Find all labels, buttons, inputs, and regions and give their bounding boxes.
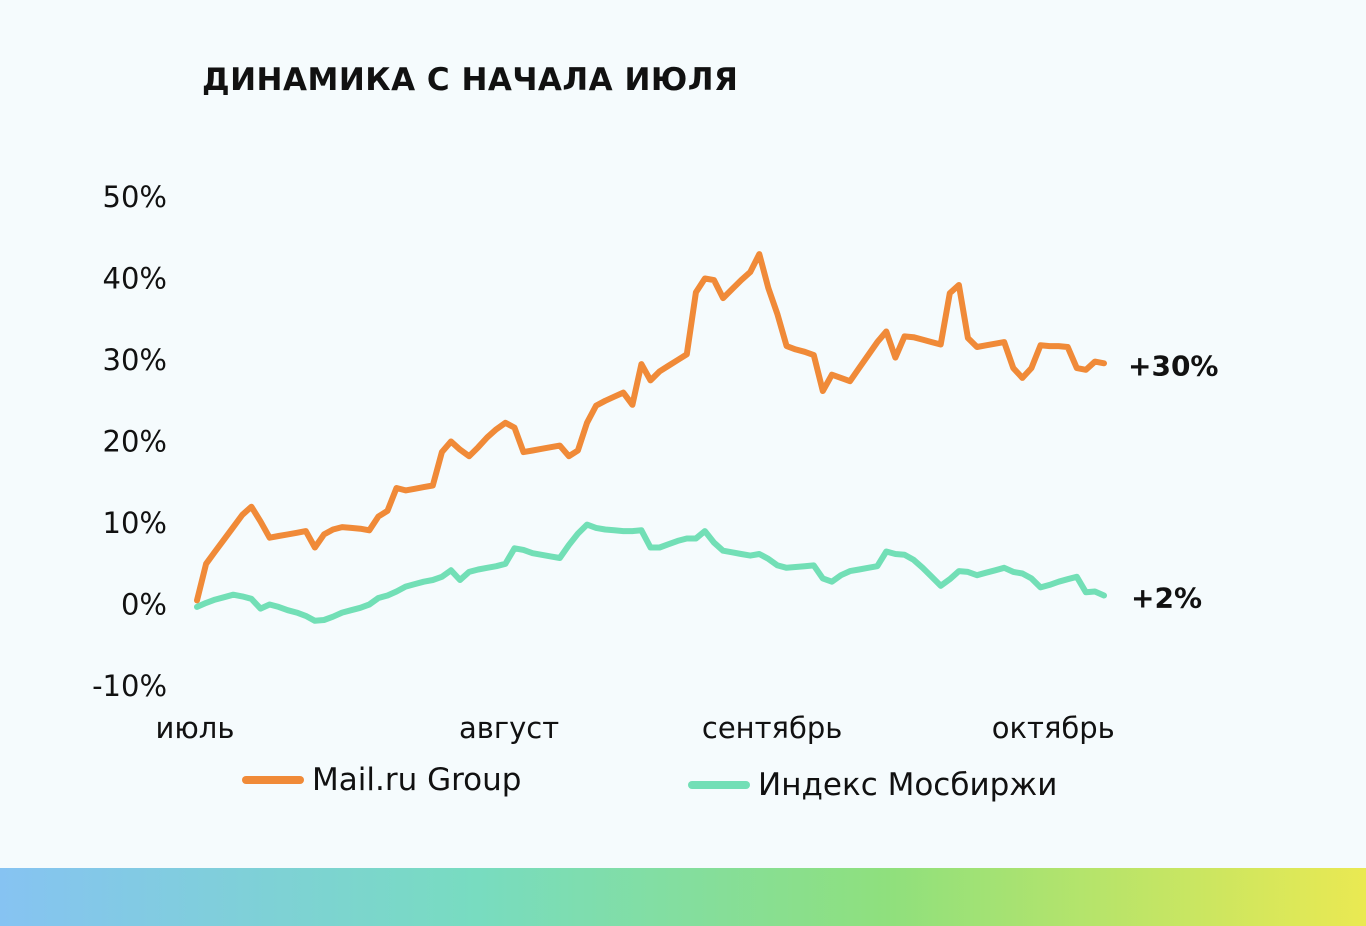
series-line-moex (194, 521, 1107, 624)
series-lines (194, 251, 1107, 624)
y-tick-label: 40% (103, 262, 167, 296)
gradient-footer-bar (0, 868, 1366, 926)
x-tick-label: сентябрь (702, 711, 842, 745)
end-label-moex: +2% (1131, 582, 1202, 615)
y-tick-label: 10% (103, 506, 167, 540)
y-tick-label: 30% (103, 343, 167, 377)
y-tick-label: -10% (92, 669, 167, 703)
end-label-mailru: +30% (1128, 349, 1218, 382)
legend-item: Индекс Мосбиржи (688, 767, 1057, 803)
y-tick-label: 50% (103, 180, 167, 214)
x-tick-label: октябрь (992, 711, 1115, 745)
legend-swatch (688, 781, 750, 789)
line-chart: 50% 40% 30% 20% 10% 0% -10% июль август сентябрь… (92, 180, 1218, 745)
legend-label: Mail.ru Group (312, 762, 522, 798)
series-line-mailru (194, 251, 1107, 604)
x-tick-label: август (459, 711, 559, 745)
legend-label: Индекс Мосбиржи (758, 767, 1058, 803)
x-axis-ticks: июль август сентябрь октябрь (156, 711, 1115, 745)
x-tick-label: июль (156, 711, 235, 745)
chart-title: ДИНАМИКА С НАЧАЛА ИЮЛЯ (202, 62, 739, 98)
legend-swatch (242, 776, 304, 784)
series-end-labels: +30% +2% (1128, 349, 1218, 614)
y-tick-label: 20% (103, 425, 167, 459)
y-tick-label: 0% (121, 588, 167, 622)
y-axis-ticks: 50% 40% 30% 20% 10% 0% -10% (92, 180, 167, 703)
legend-item: Mail.ru Group (242, 762, 521, 798)
